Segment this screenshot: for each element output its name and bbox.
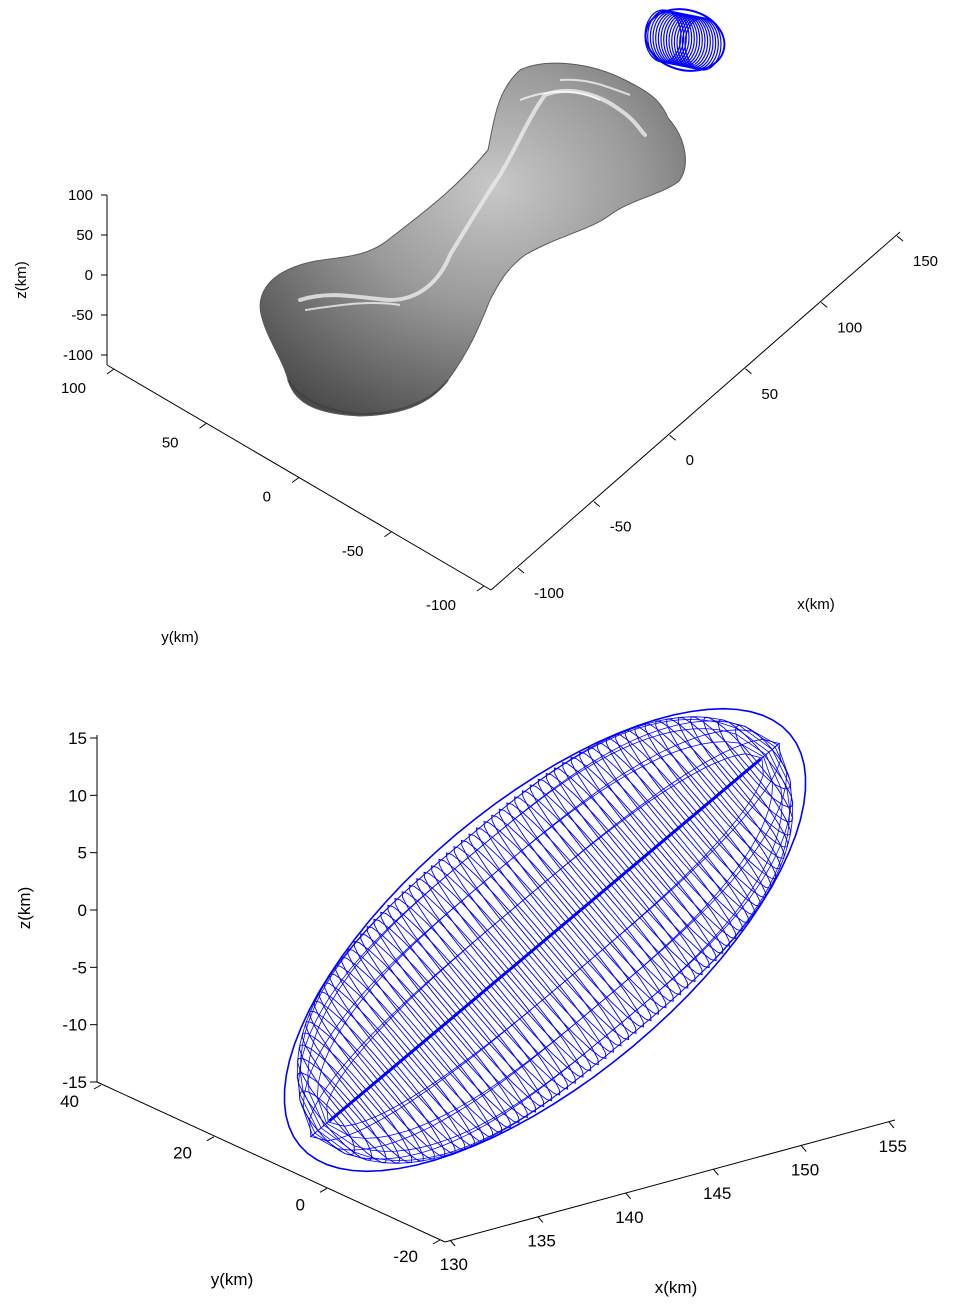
torus-longitude xyxy=(314,754,783,1160)
top-y-tick-label: -50 xyxy=(342,543,364,560)
bottom-z-tick-label: -15 xyxy=(62,1073,87,1092)
bottom-tick-marks xyxy=(90,737,895,1247)
torus-longitude xyxy=(312,756,774,1151)
top-x-tick xyxy=(517,567,525,574)
bottom-x-tick-label: 145 xyxy=(703,1184,731,1203)
bottom-x-tick xyxy=(888,1121,895,1129)
top-y-tick xyxy=(199,422,207,429)
bottom-z-tick-label: 15 xyxy=(68,729,87,748)
bottom-z-tick-label: 5 xyxy=(78,844,87,863)
top-x-tick-label: -100 xyxy=(534,585,564,602)
top-z-tick-label: 100 xyxy=(68,187,93,204)
bottom-tick-labels: -15 -10 -5 0 5 10 15 -20 0 20 40 130 135 140 145 150 155 xyxy=(60,729,907,1274)
top-x-tick-label: 0 xyxy=(686,452,694,469)
torus-longitude xyxy=(298,728,767,1134)
bottom-3d-plot: -15 -10 -5 0 5 10 15 -20 0 20 40 130 135 140 145 150 155… xyxy=(0,660,957,1300)
bottom-y-tick-label: -20 xyxy=(393,1247,418,1266)
bottom-xlabel: x(km) xyxy=(655,1278,697,1297)
top-3d-plot: -100 -50 0 50 100 -100 -50 0 50 100 -100 -50 0 50 100 1… xyxy=(13,8,938,646)
bottom-y-tick-label: 40 xyxy=(60,1092,79,1111)
top-x-tick-label: 150 xyxy=(913,253,938,270)
bottom-y-tick-label: 20 xyxy=(173,1144,192,1163)
top-y-tick xyxy=(384,531,392,538)
top-orbit-outline xyxy=(644,8,726,72)
bottom-y-tick xyxy=(93,1084,102,1090)
top-tick-marks xyxy=(101,194,904,592)
top-tick-labels: -100 -50 0 50 100 -100 -50 0 50 100 -100 -50 0 50 100 1… xyxy=(61,187,938,614)
torus-seam xyxy=(328,757,762,1123)
top-x-tick xyxy=(896,235,904,242)
bottom-x-tick-label: 155 xyxy=(879,1137,907,1156)
bottom-y-tick-label: 0 xyxy=(296,1195,305,1214)
top-z-tick-label: 0 xyxy=(85,267,93,284)
top-x-tick xyxy=(669,434,676,441)
bottom-z-tick-label: -10 xyxy=(62,1016,87,1035)
torus-longitude xyxy=(326,738,780,1123)
top-z-tick-label: -50 xyxy=(71,307,93,324)
bottom-y-tick xyxy=(432,1239,441,1245)
top-z-tick-label: 50 xyxy=(76,227,93,244)
top-x-tick-label: -50 xyxy=(610,519,632,536)
top-y-tick xyxy=(106,368,115,375)
bottom-z-tick-label: -5 xyxy=(72,958,87,977)
torus-longitude xyxy=(296,718,770,1131)
bottom-x-tick xyxy=(537,1216,544,1223)
torus-longitude xyxy=(310,757,764,1142)
top-zlabel: z(km) xyxy=(13,261,30,299)
top-y-tick xyxy=(476,585,485,592)
top-z-tick-label: -100 xyxy=(63,347,93,364)
bottom-x-tick-label: 130 xyxy=(440,1255,468,1274)
bottom-x-tick xyxy=(449,1239,456,1247)
top-y-tick-label: 0 xyxy=(263,489,271,506)
torus-longitude xyxy=(320,749,794,1162)
top-y-tick-label: 50 xyxy=(162,434,179,451)
torus-longitude xyxy=(323,746,792,1152)
top-x-tick-label: 100 xyxy=(837,319,862,336)
bottom-x-tick xyxy=(800,1145,807,1152)
top-xlabel: x(km) xyxy=(797,596,835,613)
bottom-orbit-wireframe xyxy=(283,707,807,1173)
top-x-axis-line xyxy=(490,231,901,591)
bottom-x-tick-label: 140 xyxy=(615,1208,643,1227)
bottom-z-tick-label: 0 xyxy=(78,901,87,920)
top-orbit-wireframe xyxy=(644,8,726,72)
bottom-y-tick xyxy=(319,1187,328,1193)
bottom-x-tick xyxy=(625,1192,631,1200)
top-plot-svg: -100 -50 0 50 100 -100 -50 0 50 100 -100 -50 0 50 100 1… xyxy=(13,8,938,646)
top-ylabel: y(km) xyxy=(161,629,199,646)
top-x-tick xyxy=(745,368,752,375)
bottom-x-tick-label: 150 xyxy=(791,1161,819,1180)
bottom-x-tick-label: 135 xyxy=(527,1231,555,1250)
bottom-z-tick-label: 10 xyxy=(68,786,87,805)
asteroid-surface xyxy=(259,62,686,417)
top-x-tick xyxy=(593,501,601,507)
top-x-tick xyxy=(820,302,828,308)
top-y-tick-label: 100 xyxy=(61,380,86,397)
bottom-plot-svg: -15 -10 -5 0 5 10 15 -20 0 20 40 130 135 140 145 150 155… xyxy=(15,707,907,1297)
bottom-y-tick xyxy=(206,1136,215,1142)
bottom-y-axis-line xyxy=(96,1081,446,1243)
top-y-tick xyxy=(291,477,300,483)
torus-longitude xyxy=(307,720,776,1126)
torus-outline xyxy=(283,707,807,1173)
bottom-zlabel: z(km) xyxy=(15,887,34,929)
torus-longitude xyxy=(316,729,778,1124)
top-y-tick-label: -100 xyxy=(426,597,456,614)
bottom-ylabel: y(km) xyxy=(211,1270,253,1289)
bottom-x-tick xyxy=(713,1168,719,1176)
top-x-tick-label: 50 xyxy=(761,386,778,403)
bottom-x-axis-line xyxy=(444,1119,896,1243)
